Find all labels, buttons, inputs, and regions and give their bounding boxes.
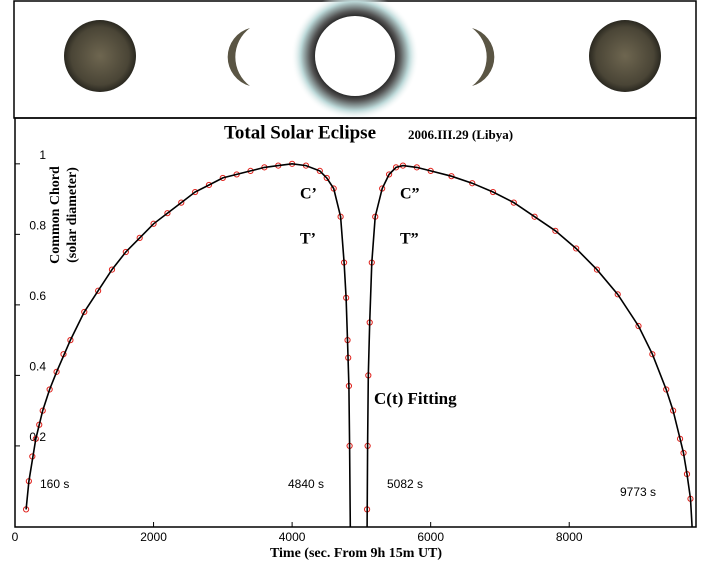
x-axis-label: Time (sec. From 9h 15m UT) <box>270 546 442 561</box>
x-tick-label: 2000 <box>140 530 167 544</box>
annotation: T’ <box>300 231 316 248</box>
page: Total Solar Eclipse 2006.III.29 (Libya) … <box>0 0 704 570</box>
eclipse-phases-panel <box>14 0 696 120</box>
annotation: 4840 s <box>288 477 324 491</box>
x-tick-label: 4000 <box>279 530 306 544</box>
annotation: 160 s <box>40 477 69 491</box>
annotation: 9773 s <box>620 485 656 499</box>
annotation: C’ <box>300 186 317 203</box>
y-tick-label: 0.8 <box>29 219 46 233</box>
y-axis-label: (solar diameter) <box>65 167 80 263</box>
chart-subtitle: 2006.III.29 (Libya) <box>408 127 513 142</box>
x-tick-label: 0 <box>12 530 19 544</box>
partial-phase <box>589 20 661 92</box>
annotation: 5082 s <box>387 477 423 491</box>
plot-frame <box>15 118 696 527</box>
fit-curve <box>367 166 692 527</box>
partial-phase <box>64 20 136 92</box>
y-axis-label: Common Chord <box>48 166 63 264</box>
x-tick-label: 8000 <box>556 530 583 544</box>
chart-title: Total Solar Eclipse <box>224 122 376 143</box>
annotation: T” <box>400 231 419 248</box>
y-tick-label: 0.6 <box>29 289 46 303</box>
y-tick-label: 1 <box>39 148 46 162</box>
annotation: C(t) Fitting <box>374 389 457 408</box>
y-tick-label: 0.4 <box>29 360 46 374</box>
annotation: C” <box>400 186 420 203</box>
totality-disk <box>315 16 395 96</box>
x-tick-label: 6000 <box>417 530 444 544</box>
